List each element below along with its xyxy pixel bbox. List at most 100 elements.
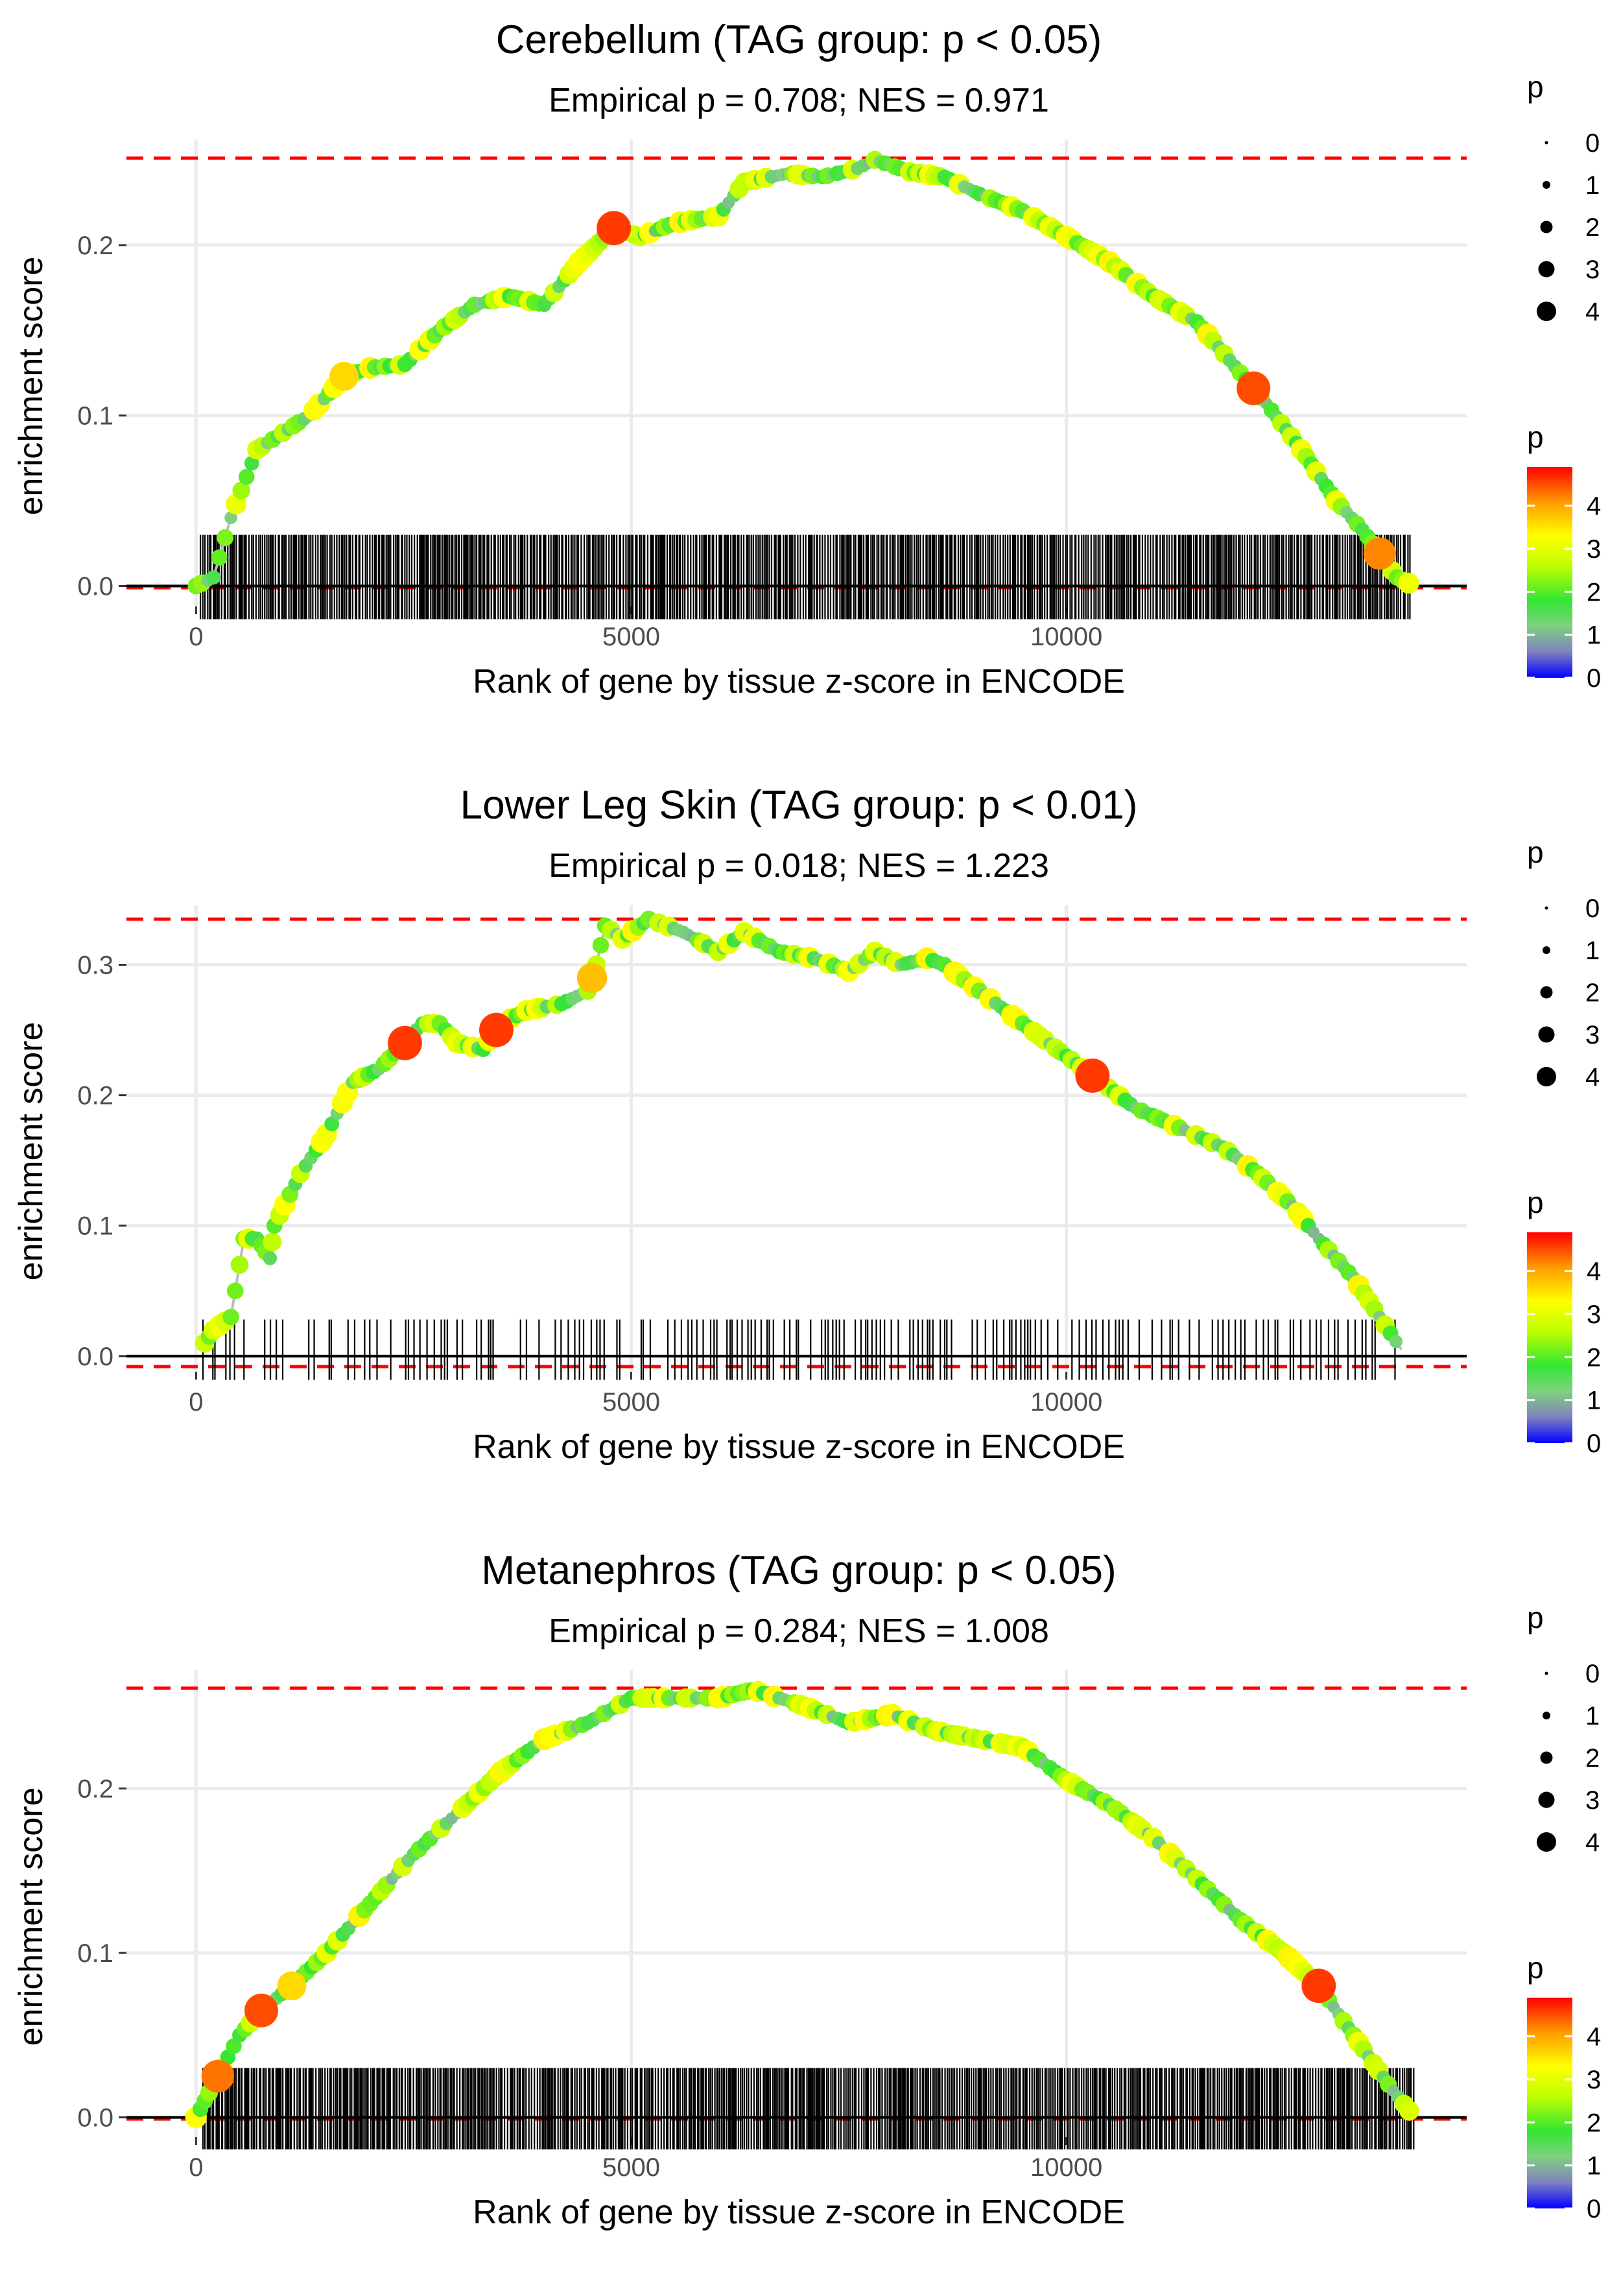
size-legend-dot: [1538, 261, 1555, 278]
size-legend-dot: [1537, 1067, 1556, 1086]
es-points: [187, 150, 1419, 595]
y-axis-title: enrichment score: [12, 257, 50, 516]
y-tick-label: 0.2: [77, 1082, 113, 1110]
x-tick-label: 10000: [1030, 623, 1102, 651]
color-legend-label: 4: [1587, 1258, 1601, 1286]
size-legend-title: p: [1527, 1601, 1544, 1634]
chart-svg: Lower Leg Skin (TAG group: p < 0.01) Emp…: [12, 783, 1601, 1466]
y-tick-label: 0.2: [77, 232, 113, 260]
size-legend-label: 0: [1585, 1660, 1600, 1688]
es-points: [195, 911, 1403, 1353]
size-legend-label: 1: [1585, 1702, 1600, 1730]
highlight-point: [201, 2059, 235, 2093]
size-legend-dot: [1543, 181, 1550, 189]
x-tick-label: 0: [189, 1388, 203, 1417]
chart-subtitle: Empirical p = 0.284; NES = 1.008: [549, 1612, 1049, 1650]
color-legend-label: 2: [1587, 2109, 1601, 2137]
color-legend-label: 4: [1587, 2023, 1601, 2051]
es-point: [263, 1251, 278, 1265]
y-tick-label: 0.1: [77, 1212, 113, 1241]
size-legend-label: 4: [1585, 1828, 1600, 1857]
es-point: [592, 937, 609, 954]
x-tick-label: 5000: [602, 1388, 660, 1417]
y-tick-label: 0.2: [77, 1775, 113, 1804]
size-legend-label: 3: [1585, 1786, 1600, 1815]
panel-metanephros: Metanephros (TAG group: p < 0.05) Empiri…: [0, 1531, 1621, 2296]
y-tick-label: 0.1: [77, 1939, 113, 1968]
es-point: [230, 1256, 249, 1274]
rug-marks: [202, 1319, 1396, 1380]
size-legend-dot: [1538, 1026, 1555, 1043]
color-legend-title: p: [1527, 1951, 1544, 1985]
es-point: [232, 481, 250, 500]
chart-subtitle: Empirical p = 0.708; NES = 0.971: [549, 82, 1049, 119]
size-legend-dot: [1538, 1791, 1555, 1808]
size-legend-dot: [1537, 302, 1556, 321]
color-legend-label: 0: [1587, 664, 1601, 693]
size-legend-dot: [1544, 141, 1548, 145]
x-tick-label: 10000: [1030, 2153, 1102, 2182]
es-point: [222, 1308, 239, 1326]
size-legend-label: 0: [1585, 894, 1600, 923]
es-point: [224, 511, 237, 525]
color-legend-title: p: [1527, 1186, 1544, 1219]
size-legend-label: 0: [1585, 129, 1600, 158]
size-legend-label: 4: [1585, 1063, 1600, 1092]
highlight-point: [388, 1025, 422, 1060]
size-legend-title: p: [1527, 70, 1544, 104]
es-points: [185, 1680, 1419, 2129]
highlight-point: [1236, 371, 1271, 405]
size-legend-title: p: [1527, 835, 1544, 869]
size-legend-label: 1: [1585, 937, 1600, 965]
color-legend-label: 0: [1587, 1429, 1601, 1458]
es-curve: [204, 917, 1402, 1350]
color-legend-label: 3: [1587, 1300, 1601, 1329]
x-tick-label: 10000: [1030, 1388, 1102, 1417]
highlight-point: [277, 1971, 307, 2001]
y-tick-label: 0.0: [77, 1343, 113, 1371]
y-axis-title: enrichment score: [12, 1022, 50, 1281]
x-tick-label: 5000: [602, 2153, 660, 2182]
size-legend-label: 2: [1585, 213, 1600, 242]
color-legend-label: 4: [1587, 492, 1601, 521]
color-legend-label: 1: [1587, 1387, 1601, 1415]
size-legend-dot: [1540, 986, 1553, 999]
size-legend-dot: [1543, 946, 1550, 954]
color-legend-label: 3: [1587, 535, 1601, 564]
color-legend-label: 3: [1587, 2066, 1601, 2094]
size-legend-dot: [1540, 221, 1553, 233]
x-axis-title: Rank of gene by tissue z-score in ENCODE: [473, 2194, 1125, 2231]
es-point: [1389, 1335, 1403, 1348]
color-legend-title: p: [1527, 420, 1544, 454]
es-point: [263, 1232, 282, 1252]
rug-marks: [202, 2068, 1415, 2150]
x-axis-title: Rank of gene by tissue z-score in ENCODE: [473, 1428, 1125, 1466]
chart-subtitle: Empirical p = 0.018; NES = 1.223: [549, 847, 1049, 885]
highlight-point: [597, 211, 632, 246]
chart-svg: Metanephros (TAG group: p < 0.05) Empiri…: [12, 1548, 1601, 2231]
highlight-point: [329, 361, 359, 391]
es-point: [1399, 2101, 1419, 2121]
panel-lower-leg-skin: Lower Leg Skin (TAG group: p < 0.01) Emp…: [0, 765, 1621, 1531]
color-legend-label: 1: [1587, 2152, 1601, 2181]
x-tick-label: 0: [189, 623, 203, 651]
color-legend-label: 1: [1587, 621, 1601, 650]
chart-title: Metanephros (TAG group: p < 0.05): [481, 1548, 1116, 1593]
highlight-point: [1075, 1058, 1110, 1093]
highlight-point: [479, 1012, 514, 1047]
size-legend-dot: [1537, 1832, 1556, 1852]
size-legend-dot: [1544, 906, 1548, 910]
highlight-point: [576, 963, 608, 993]
chart-title: Lower Leg Skin (TAG group: p < 0.01): [460, 783, 1138, 828]
size-legend-label: 3: [1585, 256, 1600, 284]
color-legend-bar: [1527, 1232, 1572, 1443]
es-point: [226, 1282, 244, 1300]
size-legend-dot: [1543, 1712, 1550, 1719]
es-point: [244, 455, 259, 471]
es-point: [324, 1116, 340, 1132]
chart-title: Cerebellum (TAG group: p < 0.05): [496, 18, 1102, 62]
rug-marks: [199, 534, 1411, 619]
size-legend-label: 1: [1585, 171, 1600, 200]
size-legend-label: 2: [1585, 979, 1600, 1007]
color-legend-bar: [1527, 1998, 1572, 2208]
